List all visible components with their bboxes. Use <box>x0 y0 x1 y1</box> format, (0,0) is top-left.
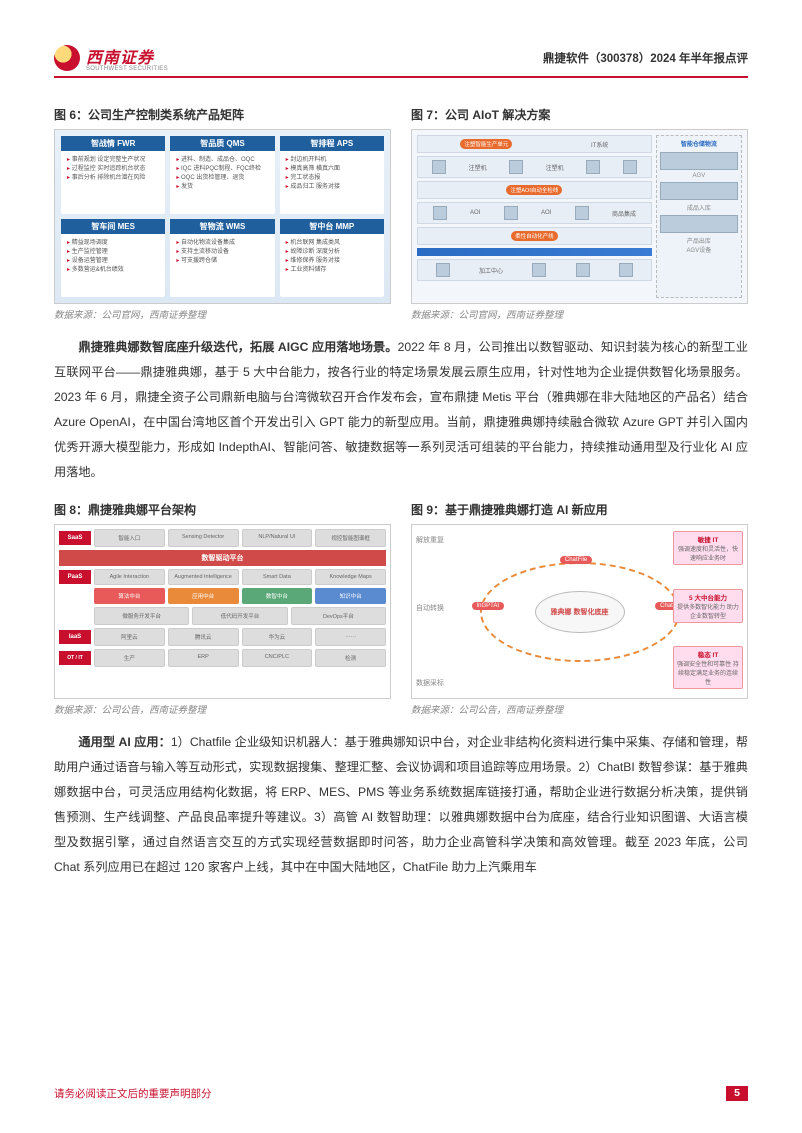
fig7-body: 注塑智能生产单元IT系统 注塑机注塑机 注塑AOI自动全检线 AOIAOI商品集… <box>411 129 748 304</box>
page-header: 西南证券 SOUTHWEST SECURITIES 鼎捷软件（300378）20… <box>54 44 748 78</box>
paragraph-1: 鼎捷雅典娜数智底座升级迭代，拓展 AIGC 应用落地场景。2022 年 8 月，… <box>54 335 748 485</box>
logo-subtext: SOUTHWEST SECURITIES <box>86 66 168 72</box>
figure-row-1: 图 6：公司生产控制类系统产品矩阵 智战情 FWR事前规划 设定完整生产状况过程… <box>54 106 748 321</box>
page-footer: 请务必阅读正文后的重要声明部分 5 <box>54 1086 748 1101</box>
fig7-source: 数据来源：公司官网，西南证券整理 <box>411 307 748 321</box>
paragraph-2: 通用型 AI 应用：1）Chatfile 企业级知识机器人：基于雅典娜知识中台，… <box>54 730 748 880</box>
fig6-title: 图 6：公司生产控制类系统产品矩阵 <box>54 106 391 123</box>
footer-disclaimer: 请务必阅读正文后的重要声明部分 <box>54 1086 212 1101</box>
header-right: 鼎捷软件（300378）2024 年半年报点评 <box>543 50 748 66</box>
fig9-title: 图 9：基于鼎捷雅典娜打造 AI 新应用 <box>411 501 748 518</box>
logo-icon <box>54 45 80 71</box>
fig7-title: 图 7：公司 AIoT 解决方案 <box>411 106 748 123</box>
fig6-source: 数据来源：公司官网，西南证券整理 <box>54 307 391 321</box>
fig9-body: 解放重复 自动转换 数据采标 ChatFile InGPTAI ChatBI 雅… <box>411 524 748 699</box>
fig6-body: 智战情 FWR事前规划 设定完整生产状况过程监控 实时追踪机台状态事后分析 排除… <box>54 129 391 304</box>
page-number: 5 <box>726 1086 748 1101</box>
fig9-source: 数据来源：公司公告，西南证券整理 <box>411 702 748 716</box>
logo-text: 西南证券 <box>86 44 168 68</box>
fig8-source: 数据来源：公司公告，西南证券整理 <box>54 702 391 716</box>
figure-row-2: 图 8：鼎捷雅典娜平台架构 SaaS智能入口Sensing DetectorNL… <box>54 501 748 716</box>
logo: 西南证券 SOUTHWEST SECURITIES <box>54 44 168 72</box>
fig8-body: SaaS智能入口Sensing DetectorNLP/Natural UI视控… <box>54 524 391 699</box>
fig8-title: 图 8：鼎捷雅典娜平台架构 <box>54 501 391 518</box>
